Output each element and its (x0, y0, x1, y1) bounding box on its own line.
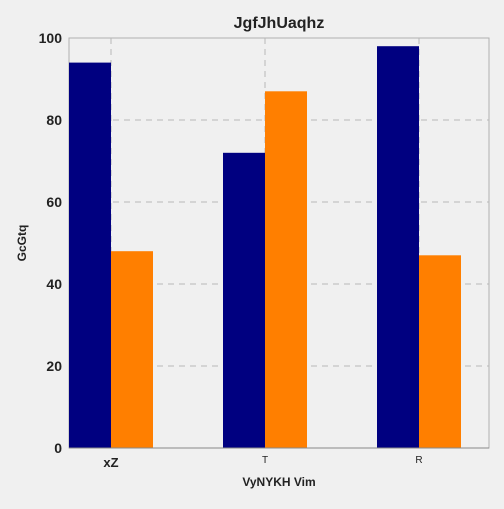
bars (69, 46, 461, 449)
chart-title: JgfJhUaqhz (234, 15, 325, 32)
bar (69, 62, 111, 448)
y-tick-label: 60 (46, 194, 62, 210)
x-tick-label: T (262, 455, 268, 466)
x-tick-label: R (415, 455, 422, 466)
y-axis-label: GcGtq (15, 225, 29, 262)
y-tick-label: 100 (39, 30, 63, 46)
bar (419, 255, 461, 448)
bar (265, 91, 307, 449)
bar (377, 46, 419, 448)
bar (111, 251, 153, 448)
y-tick-label: 20 (46, 358, 62, 374)
x-tick-label: xZ (103, 455, 118, 470)
x-axis-label: VyNYKH Vim (242, 475, 315, 489)
y-tick-labels: 0 20 40 60 80 100 (39, 30, 63, 456)
y-tick-label: 0 (54, 440, 62, 456)
x-tick-labels: xZ T R (103, 455, 422, 470)
bar (223, 152, 265, 449)
y-tick-label: 40 (46, 276, 62, 292)
y-tick-label: 80 (46, 112, 62, 128)
